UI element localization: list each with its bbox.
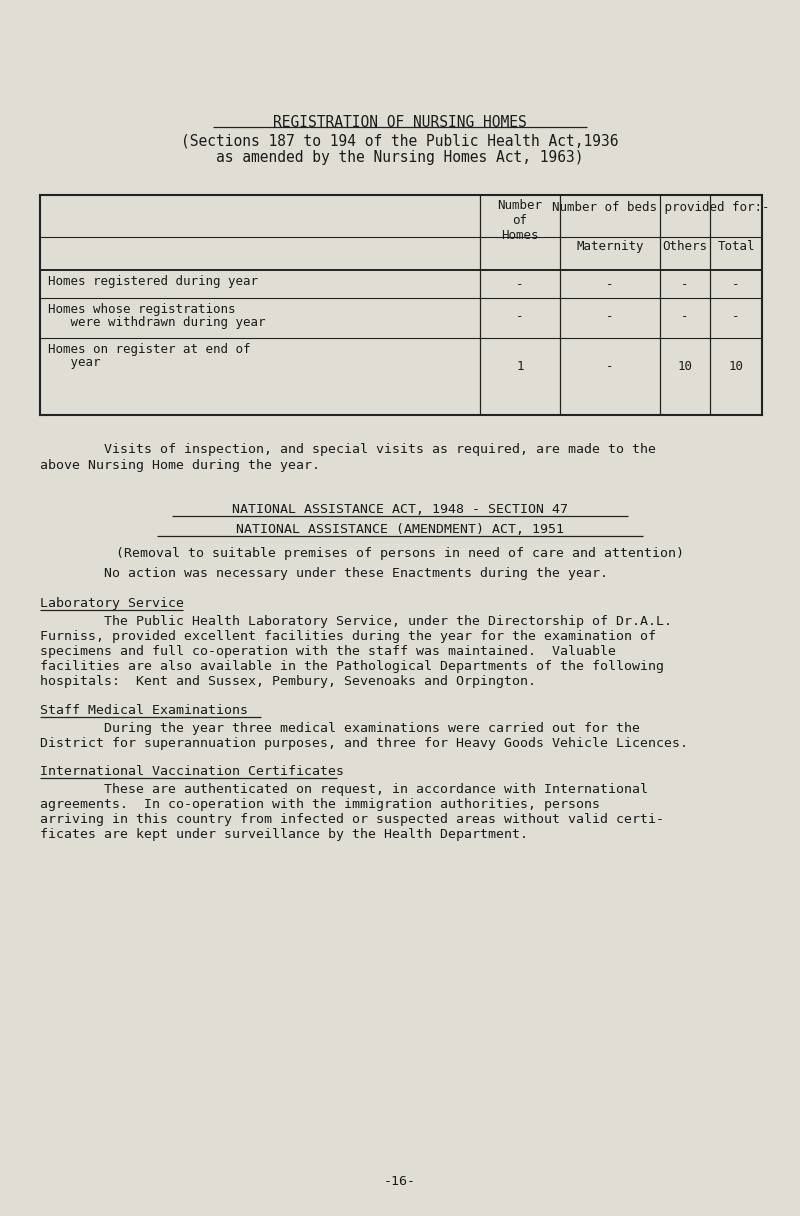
Text: 1: 1 — [516, 360, 524, 373]
Text: -: - — [682, 278, 689, 291]
Text: agreements.  In co-operation with the immigration authorities, persons: agreements. In co-operation with the imm… — [40, 798, 600, 811]
Text: year: year — [48, 356, 101, 368]
Text: arriving in this country from infected or suspected areas without valid certi-: arriving in this country from infected o… — [40, 814, 664, 826]
Text: Laboratory Service: Laboratory Service — [40, 597, 184, 610]
Text: -16-: -16- — [384, 1175, 416, 1188]
Text: (Removal to suitable premises of persons in need of care and attention): (Removal to suitable premises of persons… — [116, 547, 684, 561]
Text: were withdrawn during year: were withdrawn during year — [48, 316, 266, 330]
Text: Visits of inspection, and special visits as required, are made to the: Visits of inspection, and special visits… — [40, 443, 656, 456]
Text: The Public Health Laboratory Service, under the Directorship of Dr.A.L.: The Public Health Laboratory Service, un… — [40, 615, 672, 627]
Text: Homes whose registrations: Homes whose registrations — [48, 303, 235, 316]
Text: International Vaccination Certificates: International Vaccination Certificates — [40, 765, 344, 778]
Text: NATIONAL ASSISTANCE ACT, 1948 - SECTION 47: NATIONAL ASSISTANCE ACT, 1948 - SECTION … — [232, 503, 568, 516]
Text: During the year three medical examinations were carried out for the: During the year three medical examinatio… — [40, 722, 640, 734]
Text: facilities are also available in the Pathological Departments of the following: facilities are also available in the Pat… — [40, 660, 664, 672]
Text: District for superannuation purposes, and three for Heavy Goods Vehicle Licences: District for superannuation purposes, an… — [40, 737, 688, 750]
Text: Homes registered during year: Homes registered during year — [48, 275, 258, 288]
Text: Total: Total — [718, 240, 754, 253]
Text: specimens and full co-operation with the staff was maintained.  Valuable: specimens and full co-operation with the… — [40, 644, 616, 658]
Text: Homes on register at end of: Homes on register at end of — [48, 343, 250, 356]
Text: -: - — [682, 310, 689, 323]
Text: These are authenticated on request, in accordance with International: These are authenticated on request, in a… — [40, 783, 648, 796]
Text: No action was necessary under these Enactments during the year.: No action was necessary under these Enac… — [40, 567, 608, 580]
Text: -: - — [606, 278, 614, 291]
Text: -: - — [732, 310, 740, 323]
Text: 10: 10 — [729, 360, 743, 373]
Text: (Sections 187 to 194 of the Public Health Act,1936: (Sections 187 to 194 of the Public Healt… — [182, 133, 618, 148]
Text: Furniss, provided excellent facilities during the year for the examination of: Furniss, provided excellent facilities d… — [40, 630, 656, 643]
Text: Others: Others — [662, 240, 707, 253]
Text: Number of beds provided for:-: Number of beds provided for:- — [552, 201, 770, 214]
Text: -: - — [516, 310, 524, 323]
Text: Number
of
Homes: Number of Homes — [498, 199, 542, 242]
Text: REGISTRATION OF NURSING HOMES: REGISTRATION OF NURSING HOMES — [273, 116, 527, 130]
Text: 10: 10 — [678, 360, 693, 373]
Text: -: - — [606, 360, 614, 373]
Text: Maternity: Maternity — [576, 240, 644, 253]
Text: -: - — [516, 278, 524, 291]
Text: as amended by the Nursing Homes Act, 1963): as amended by the Nursing Homes Act, 196… — [216, 150, 584, 165]
Text: NATIONAL ASSISTANCE (AMENDMENT) ACT, 1951: NATIONAL ASSISTANCE (AMENDMENT) ACT, 195… — [236, 523, 564, 536]
Text: hospitals:  Kent and Sussex, Pembury, Sevenoaks and Orpington.: hospitals: Kent and Sussex, Pembury, Sev… — [40, 675, 536, 688]
Text: Staff Medical Examinations: Staff Medical Examinations — [40, 704, 248, 717]
Text: above Nursing Home during the year.: above Nursing Home during the year. — [40, 458, 320, 472]
Text: -: - — [606, 310, 614, 323]
Text: ficates are kept under surveillance by the Health Department.: ficates are kept under surveillance by t… — [40, 828, 528, 841]
Text: -: - — [732, 278, 740, 291]
